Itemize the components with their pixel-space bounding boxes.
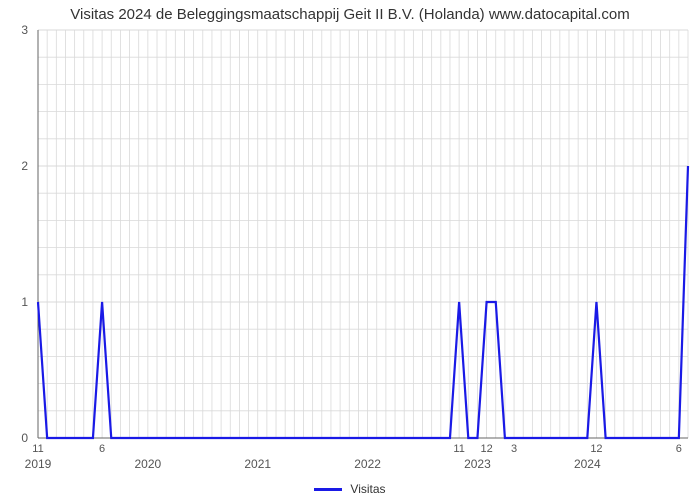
svg-text:2: 2 xyxy=(21,159,28,173)
svg-text:0: 0 xyxy=(21,431,28,445)
svg-text:2021: 2021 xyxy=(244,457,271,471)
svg-text:12: 12 xyxy=(480,443,492,455)
svg-text:2023: 2023 xyxy=(464,457,491,471)
svg-text:12: 12 xyxy=(590,443,602,455)
legend-swatch xyxy=(314,488,342,491)
legend: Visitas xyxy=(0,482,700,496)
svg-text:6: 6 xyxy=(99,443,105,455)
svg-text:2019: 2019 xyxy=(25,457,52,471)
svg-text:3: 3 xyxy=(21,23,28,37)
svg-text:11: 11 xyxy=(453,443,464,455)
svg-text:3: 3 xyxy=(511,443,517,455)
svg-text:6: 6 xyxy=(676,443,682,455)
visits-line-chart: 012311611123126201920202021202220232024 xyxy=(0,0,700,500)
svg-text:2020: 2020 xyxy=(135,457,162,471)
svg-text:11: 11 xyxy=(32,443,43,455)
svg-text:2022: 2022 xyxy=(354,457,381,471)
svg-text:2024: 2024 xyxy=(574,457,601,471)
legend-label: Visitas xyxy=(350,482,385,496)
svg-text:1: 1 xyxy=(21,295,28,309)
